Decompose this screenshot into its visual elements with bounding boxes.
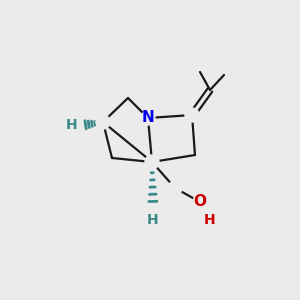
Circle shape bbox=[185, 108, 199, 122]
Text: H: H bbox=[147, 213, 159, 227]
Circle shape bbox=[193, 195, 207, 209]
Text: H: H bbox=[204, 213, 216, 227]
Circle shape bbox=[96, 115, 110, 129]
Text: N: N bbox=[142, 110, 154, 125]
Circle shape bbox=[193, 195, 207, 209]
Circle shape bbox=[141, 111, 155, 125]
Circle shape bbox=[168, 181, 182, 195]
Text: H: H bbox=[66, 118, 78, 132]
Circle shape bbox=[145, 155, 159, 169]
Text: O: O bbox=[194, 194, 206, 209]
